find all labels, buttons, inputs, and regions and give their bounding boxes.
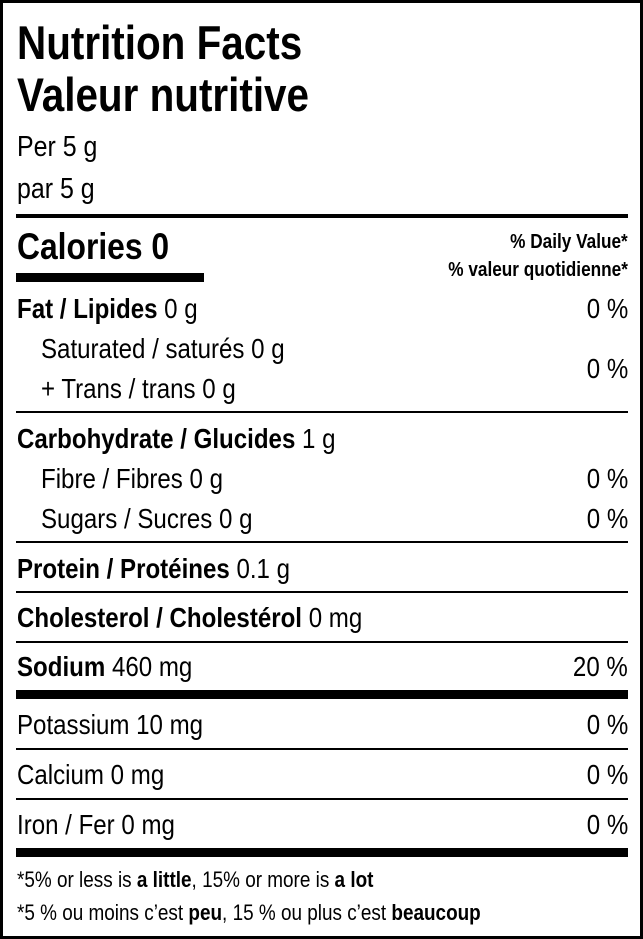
trans-row: + Trans / trans 0 g bbox=[41, 370, 236, 408]
sugars-amount: 0 g bbox=[219, 503, 253, 534]
divider bbox=[16, 541, 628, 543]
potassium-label: Potassium bbox=[17, 709, 130, 740]
cholesterol-label: Cholesterol / Cholestérol bbox=[17, 602, 303, 633]
potassium-row: Potassium 10 mg bbox=[17, 706, 203, 744]
sugars-label: Sugars / Sucres bbox=[41, 503, 213, 534]
protein-row: Protein / Protéines 0.1 g bbox=[17, 550, 290, 588]
divider bbox=[16, 591, 628, 593]
protein-label: Protein / Protéines bbox=[17, 553, 230, 584]
carbohydrate-row: Carbohydrate / Glucides 1 g bbox=[17, 420, 336, 458]
footnote-text: , 15% or more is bbox=[191, 867, 335, 892]
calories: Calories 0 bbox=[17, 225, 169, 269]
calcium-amount: 0 mg bbox=[110, 759, 165, 790]
iron-amount: 0 mg bbox=[121, 809, 175, 840]
title-en: Nutrition Facts bbox=[17, 16, 303, 69]
sodium-dv: 20 % bbox=[573, 651, 628, 682]
calcium-dv: 0 % bbox=[586, 759, 628, 790]
calories-label: Calories bbox=[17, 226, 143, 267]
potassium-amount: 10 mg bbox=[136, 709, 204, 740]
footnote-text: , 15 % ou plus c’est bbox=[222, 900, 392, 925]
iron-dv: 0 % bbox=[586, 809, 628, 840]
fat-row: Fat / Lipides 0 g bbox=[17, 290, 198, 328]
footnote-en: *5% or less is a little, 15% or more is … bbox=[17, 865, 373, 895]
footnote-text: *5 % ou moins c’est bbox=[17, 900, 189, 925]
calories-underline bbox=[16, 273, 204, 282]
trans-amount: 0 g bbox=[202, 373, 236, 404]
fibre-amount: 0 g bbox=[189, 463, 224, 494]
sat-trans-dv: 0 % bbox=[586, 353, 628, 384]
divider bbox=[16, 641, 628, 643]
iron-label: Iron / Fer bbox=[17, 809, 115, 840]
sugars-dv: 0 % bbox=[586, 503, 628, 534]
saturated-row: Saturated / saturés 0 g bbox=[41, 330, 285, 368]
saturated-label: Saturated / saturés bbox=[41, 333, 245, 364]
potassium-dv: 0 % bbox=[586, 709, 628, 740]
cholesterol-amount: 0 mg bbox=[308, 602, 363, 633]
fibre-label: Fibre / Fibres bbox=[41, 463, 183, 494]
footnote-bold: a lot bbox=[334, 867, 374, 892]
saturated-amount: 0 g bbox=[251, 333, 285, 364]
divider bbox=[16, 798, 628, 800]
serving-size-en: Per 5 g bbox=[17, 131, 98, 163]
footnote-bold: beaucoup bbox=[391, 900, 481, 925]
sodium-amount: 460 mg bbox=[111, 651, 193, 682]
footnote-fr: *5 % ou moins c’est peu, 15 % ou plus c’… bbox=[17, 898, 481, 928]
fat-dv: 0 % bbox=[586, 293, 628, 324]
carbohydrate-label: Carbohydrate / Glucides bbox=[17, 423, 296, 454]
protein-amount: 0.1 g bbox=[236, 553, 291, 584]
thick-divider bbox=[16, 214, 628, 218]
calcium-row: Calcium 0 mg bbox=[17, 756, 164, 794]
footnote-text: *5% or less is bbox=[17, 867, 137, 892]
carbohydrate-amount: 1 g bbox=[302, 423, 336, 454]
thick-divider bbox=[16, 690, 628, 699]
thick-divider bbox=[16, 848, 628, 857]
calcium-label: Calcium bbox=[17, 759, 104, 790]
fibre-row: Fibre / Fibres 0 g bbox=[41, 460, 223, 498]
cholesterol-row: Cholesterol / Cholestérol 0 mg bbox=[17, 599, 362, 637]
footnote-bold: a little bbox=[136, 867, 192, 892]
daily-value-header-fr: % valeur quotidienne* bbox=[448, 259, 628, 281]
calories-value: 0 bbox=[151, 226, 170, 267]
title-fr: Valeur nutritive bbox=[17, 68, 310, 121]
fat-amount: 0 g bbox=[164, 293, 198, 324]
footnote-bold: peu bbox=[188, 900, 223, 925]
fibre-dv: 0 % bbox=[586, 463, 628, 494]
divider bbox=[16, 748, 628, 750]
serving-size-fr: par 5 g bbox=[17, 173, 95, 205]
iron-row: Iron / Fer 0 mg bbox=[17, 806, 175, 844]
fat-label: Fat / Lipides bbox=[17, 293, 158, 324]
sodium-label: Sodium bbox=[17, 651, 106, 682]
sugars-row: Sugars / Sucres 0 g bbox=[41, 500, 252, 538]
trans-label: + Trans / trans bbox=[41, 373, 196, 404]
daily-value-header-en: % Daily Value* bbox=[510, 231, 628, 253]
divider bbox=[16, 411, 628, 413]
sodium-row: Sodium 460 mg bbox=[17, 648, 192, 686]
